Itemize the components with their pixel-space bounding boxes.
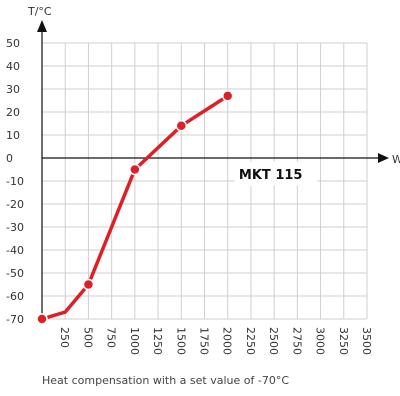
- y-axis-arrow-icon: [37, 20, 47, 32]
- x-tick-label: 3250: [337, 327, 350, 355]
- data-point: [129, 163, 141, 176]
- x-axis-arrow-icon: [378, 153, 389, 163]
- y-tick-label: -30: [6, 221, 24, 234]
- y-tick-label: 20: [6, 106, 20, 119]
- y-tick-label: -70: [6, 313, 24, 326]
- y-tick-label: 0: [6, 152, 13, 165]
- y-axis-label: T/°C: [27, 5, 52, 18]
- data-point: [175, 120, 188, 132]
- x-tick-label: 1000: [128, 327, 141, 355]
- data-point: [221, 90, 234, 102]
- y-tick-label: 40: [6, 60, 20, 73]
- x-tick-label: 250: [58, 327, 71, 348]
- y-tick-label: -40: [6, 244, 24, 257]
- x-tick-label: 2000: [221, 327, 234, 355]
- y-tick-label: -20: [6, 198, 24, 211]
- x-tick-label: 500: [81, 327, 94, 348]
- annotations: MKT 115: [234, 161, 317, 186]
- y-tick-label: 10: [6, 129, 20, 142]
- annotation-background: [234, 161, 317, 186]
- series: [36, 90, 234, 325]
- tick-labels: -70 -60 -50 -40 -30 -20 -10 0 10 20 30 40 50 250 500 75…: [6, 37, 373, 355]
- series-line: [40, 94, 230, 321]
- y-tick-label: 30: [6, 83, 20, 96]
- axes: T/°C W: [27, 5, 400, 319]
- x-tick-label: 1750: [198, 327, 211, 355]
- x-tick-label: 2500: [267, 327, 280, 355]
- x-tick-label: 2750: [290, 327, 303, 355]
- x-axis-label: W: [392, 153, 400, 166]
- x-tick-label: 3500: [360, 327, 373, 355]
- model-label: MKT 115: [239, 168, 303, 183]
- x-tick-label: 750: [105, 327, 118, 348]
- y-tick-label: 50: [6, 37, 20, 50]
- chart-caption: Heat compensation with a set value of -7…: [42, 374, 290, 387]
- y-tick-label: -10: [6, 175, 24, 188]
- data-point: [36, 313, 48, 325]
- x-tick-label: 2250: [244, 327, 257, 355]
- y-tick-label: -60: [6, 290, 24, 303]
- y-tick-label: -50: [6, 267, 24, 280]
- x-tick-label: 1250: [151, 327, 164, 355]
- x-tick-label: 1500: [174, 327, 187, 355]
- grid: [42, 42, 368, 320]
- x-tick-label: 3000: [314, 327, 327, 355]
- data-point: [82, 278, 95, 291]
